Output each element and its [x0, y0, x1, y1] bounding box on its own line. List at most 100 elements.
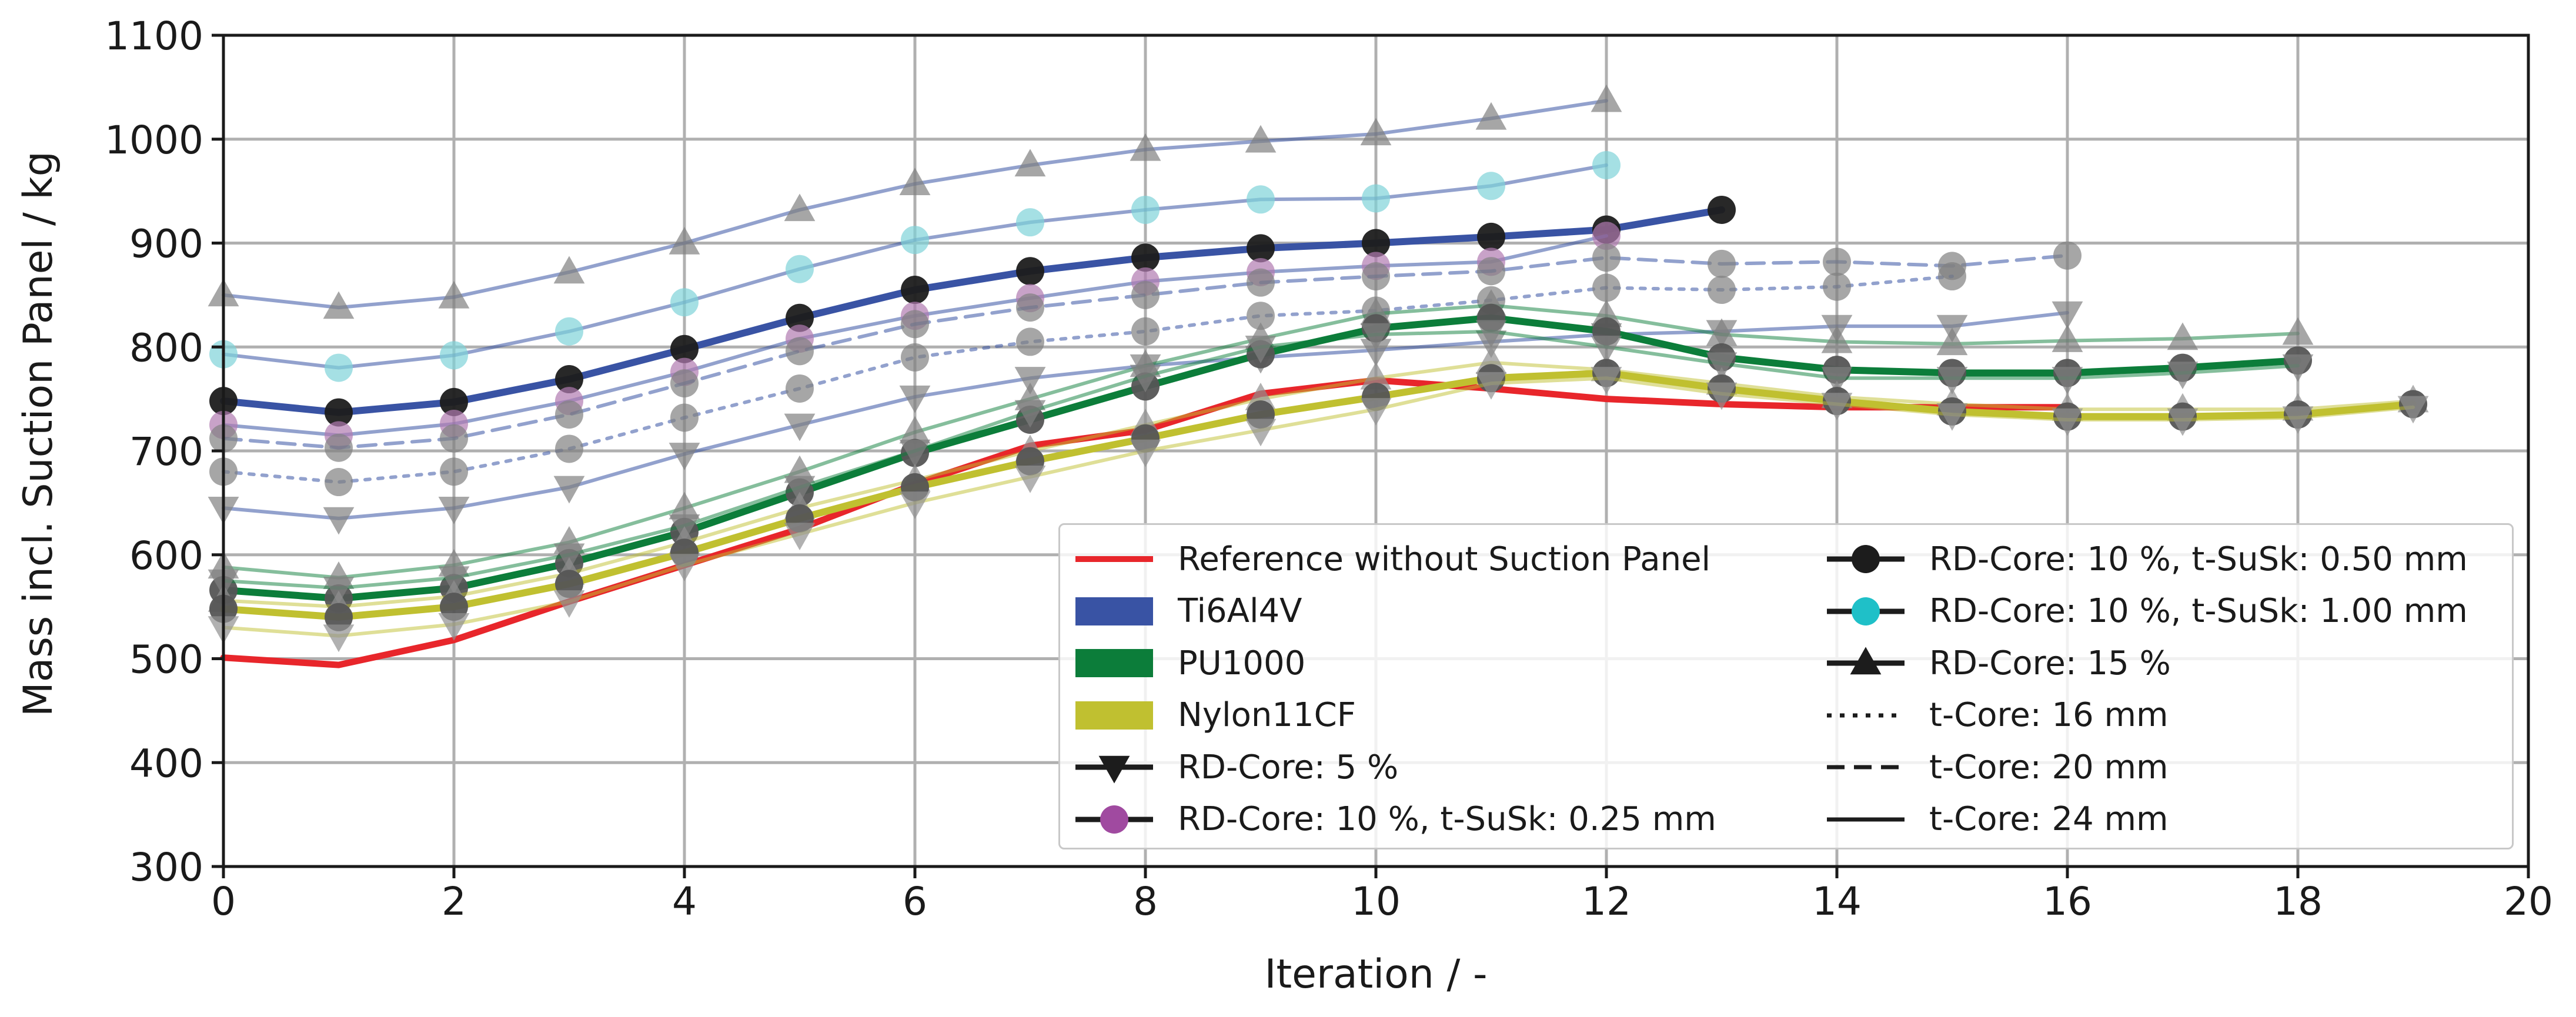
series-2 — [209, 150, 1621, 382]
legend-label: RD-Core: 10 %, t-SuSk: 1.00 mm — [1929, 592, 2468, 631]
legend-label: t-Core: 16 mm — [1929, 696, 2169, 735]
data-point — [670, 288, 699, 317]
legend-swatch — [1827, 647, 1905, 675]
data-point — [670, 369, 699, 398]
data-point — [901, 343, 929, 372]
axes — [212, 34, 2530, 878]
legend-swatch — [1827, 817, 1905, 822]
data-point — [669, 226, 700, 255]
legend-swatch — [1075, 597, 1153, 625]
data-point — [1130, 133, 1161, 161]
series-3 — [209, 195, 1736, 427]
data-point — [325, 433, 353, 462]
data-point — [1131, 243, 1160, 272]
legend-label: RD-Core: 10 %, t-SuSk: 0.50 mm — [1929, 540, 2468, 578]
legend-marker — [1100, 805, 1128, 834]
data-point — [555, 317, 583, 346]
legend-item: Nylon11CF — [1073, 690, 1716, 742]
data-point — [1362, 262, 1390, 291]
legend-label: Reference without Suction Panel — [1178, 540, 1711, 578]
legend-patch — [1075, 649, 1153, 678]
data-point — [1592, 150, 1621, 179]
data-point — [1592, 273, 1621, 302]
data-point — [1016, 293, 1044, 322]
data-point — [1821, 325, 1853, 353]
data-point — [438, 613, 470, 641]
data-point — [1245, 336, 1277, 363]
data-point — [1014, 465, 1046, 493]
data-point — [1706, 318, 1738, 346]
data-point — [1360, 398, 1392, 426]
data-point — [440, 457, 468, 486]
data-point — [1014, 367, 1046, 394]
data-point — [2167, 322, 2199, 350]
data-point — [1131, 195, 1160, 224]
data-point — [1477, 222, 1505, 251]
data-point — [899, 416, 931, 444]
legend-marker — [1850, 647, 1882, 675]
legend-patch — [1075, 597, 1153, 625]
data-point — [325, 603, 353, 631]
x-tick-label: 12 — [1582, 879, 1631, 924]
legend-item: RD-Core: 5 % — [1073, 741, 1716, 794]
legend-item: RD-Core: 10 %, t-SuSk: 0.50 mm — [1825, 533, 2468, 586]
data-point — [438, 280, 470, 309]
data-point — [669, 554, 700, 582]
y-axis-label: Mass incl. Suction Panel / kg — [15, 151, 62, 717]
legend-item: Ti6Al4V — [1073, 586, 1716, 638]
data-point — [1360, 323, 1392, 351]
legend-label: RD-Core: 15 % — [1929, 644, 2171, 683]
legend-item: RD-Core: 10 %, t-SuSk: 1.00 mm — [1825, 586, 2468, 638]
series-1 — [208, 84, 1622, 319]
data-point — [1247, 185, 1275, 214]
data-point — [1591, 84, 1622, 112]
data-point — [1708, 195, 1736, 224]
data-point — [1936, 403, 1968, 431]
legend-column-1: Reference without Suction Panel Ti6Al4V PU… — [1073, 533, 1716, 845]
data-point — [325, 468, 353, 497]
data-point — [899, 385, 931, 413]
data-point — [2167, 362, 2199, 390]
series-line — [220, 369, 2417, 621]
data-point — [1130, 364, 1161, 393]
data-point — [899, 439, 931, 467]
legend: Reference without Suction Panel Ti6Al4V PU… — [1058, 523, 2514, 849]
data-point — [786, 303, 814, 332]
legend-label: Ti6Al4V — [1178, 592, 1302, 631]
data-point — [555, 400, 583, 429]
data-point — [670, 403, 699, 432]
legend-swatch — [1827, 545, 1905, 574]
legend-swatch — [1075, 805, 1153, 834]
x-axis-label: Iteration / - — [1264, 951, 1487, 998]
x-tick-label: 2 — [442, 879, 466, 924]
data-point — [1475, 320, 1507, 348]
x-tick-label: 4 — [672, 879, 697, 924]
x-tick-label: 10 — [1351, 879, 1401, 924]
legend-swatch — [1075, 701, 1153, 730]
data-point — [1823, 272, 1851, 301]
x-tick-label: 16 — [2043, 879, 2092, 924]
data-point — [784, 523, 816, 550]
data-point — [323, 507, 355, 535]
data-point — [1708, 249, 1736, 278]
data-point — [669, 443, 700, 470]
data-point — [1362, 184, 1390, 213]
data-point — [1821, 393, 1853, 421]
data-point — [553, 476, 585, 504]
x-tick-label: 8 — [1133, 879, 1158, 924]
data-point — [553, 256, 585, 284]
legend-label: t-Core: 24 mm — [1929, 800, 2169, 839]
data-point — [1591, 336, 1622, 363]
data-point — [2282, 406, 2314, 434]
legend-marker — [1852, 545, 1880, 574]
data-point — [325, 398, 353, 427]
data-point — [1706, 382, 1738, 410]
data-point — [1360, 362, 1392, 390]
x-tick-label: 18 — [2273, 879, 2323, 924]
data-point — [1016, 208, 1044, 237]
data-point — [1247, 234, 1275, 263]
data-point — [553, 543, 585, 571]
legend-marker — [1098, 756, 1130, 784]
data-point — [323, 291, 355, 319]
